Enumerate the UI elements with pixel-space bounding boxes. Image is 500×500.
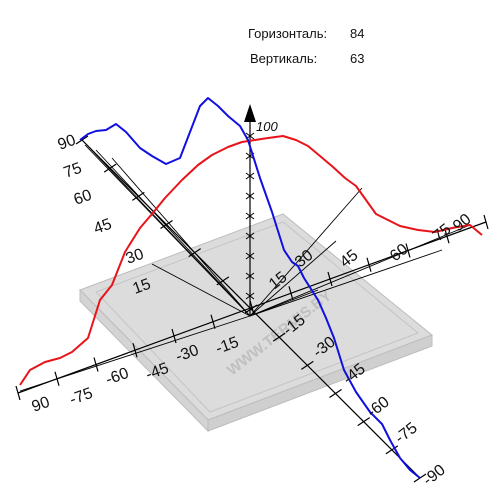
vertical-axis-tick [357, 417, 370, 427]
horizontal-axis-tick [210, 314, 216, 329]
value-tick [245, 292, 255, 300]
vertical-axis-tick [75, 135, 89, 145]
plate: WWW.TERMIS.BY [79, 213, 433, 433]
vertical-axis-tick [160, 220, 173, 229]
value-tick [245, 232, 255, 240]
spoke-line [84, 144, 251, 317]
horizontal-axis-tick [54, 371, 60, 386]
horizontal-tick-label: 75 [62, 160, 85, 182]
horizontal-tick-label: 30 [124, 246, 147, 268]
value-tick [245, 212, 255, 220]
plate-top [79, 213, 433, 421]
plate-inner-border [95, 221, 419, 413]
vertical-axis-tick [244, 304, 258, 314]
horizontal-axis-tick [366, 257, 372, 272]
vertical-axis-tick [301, 360, 314, 370]
horizontal-tick-label: 90 [30, 394, 53, 416]
horizontal-tick-label: 15 [131, 276, 154, 298]
horizontal-series-curve [19, 135, 483, 386]
value-tick [245, 272, 255, 280]
spoke-line [111, 157, 251, 317]
horizontal-tick-label: -15 [214, 334, 242, 358]
horizontal-tick-label: -60 [104, 365, 132, 389]
horizontal-axis-tick [93, 357, 99, 372]
horizontal-axis-tick [444, 229, 450, 244]
plate-edge-left [79, 288, 209, 433]
value-axis-arrow [244, 104, 256, 122]
vertical-axis-tick [272, 332, 286, 342]
horizontal-tick-label: 60 [72, 187, 95, 209]
vertical-axis-tick [329, 389, 342, 398]
vertical-tick-label: -60 [364, 393, 393, 421]
vertical-axis-tick [188, 248, 201, 258]
vertical-readout-label: Вертикаль: [250, 51, 318, 66]
curves [19, 97, 483, 479]
horizontal-tick-label: -75 [68, 385, 96, 409]
horizontal-tick-label: -30 [174, 342, 202, 366]
value-tick [245, 252, 255, 260]
horizontal-axis-tick [15, 385, 21, 401]
horizontal-tick-label: 45 [92, 216, 115, 238]
horizontal-axis-tick [483, 214, 489, 230]
spoke-line [249, 187, 363, 317]
horizontal-axis-tick [171, 328, 177, 344]
horizontal-tick-label: -45 [144, 360, 172, 384]
horizontal-tick-label: 90 [56, 132, 79, 154]
spoke-line [249, 249, 443, 317]
value-tick [245, 192, 255, 200]
spoke-line [249, 224, 471, 317]
vertical-series-curve [79, 97, 421, 479]
value-axis-max-label: 100 [256, 119, 278, 134]
horizontal-axis-tick [327, 271, 333, 287]
value-tick [245, 172, 255, 180]
vertical-tick-label: -75 [392, 419, 421, 447]
horizontal-axis-tick [288, 286, 294, 301]
vertical-readout-value: 63 [350, 51, 365, 66]
vertical-axis-tick [103, 163, 117, 173]
spoke-line [95, 149, 251, 317]
horizontal-readout-label: Горизонталь: [248, 26, 328, 41]
horizontal-axis-tick [132, 343, 138, 358]
vertical-axis-tick [132, 191, 145, 201]
spoke-line [151, 263, 251, 317]
horizontal-readout-value: 84 [350, 26, 365, 41]
horizontal-axis-tick [405, 243, 411, 258]
vertical-axis-tick [385, 445, 399, 455]
vertical-tick-label: -90 [420, 461, 449, 489]
vertical-axis-tick [216, 276, 230, 286]
horizontal-axis-tick [249, 300, 255, 315]
